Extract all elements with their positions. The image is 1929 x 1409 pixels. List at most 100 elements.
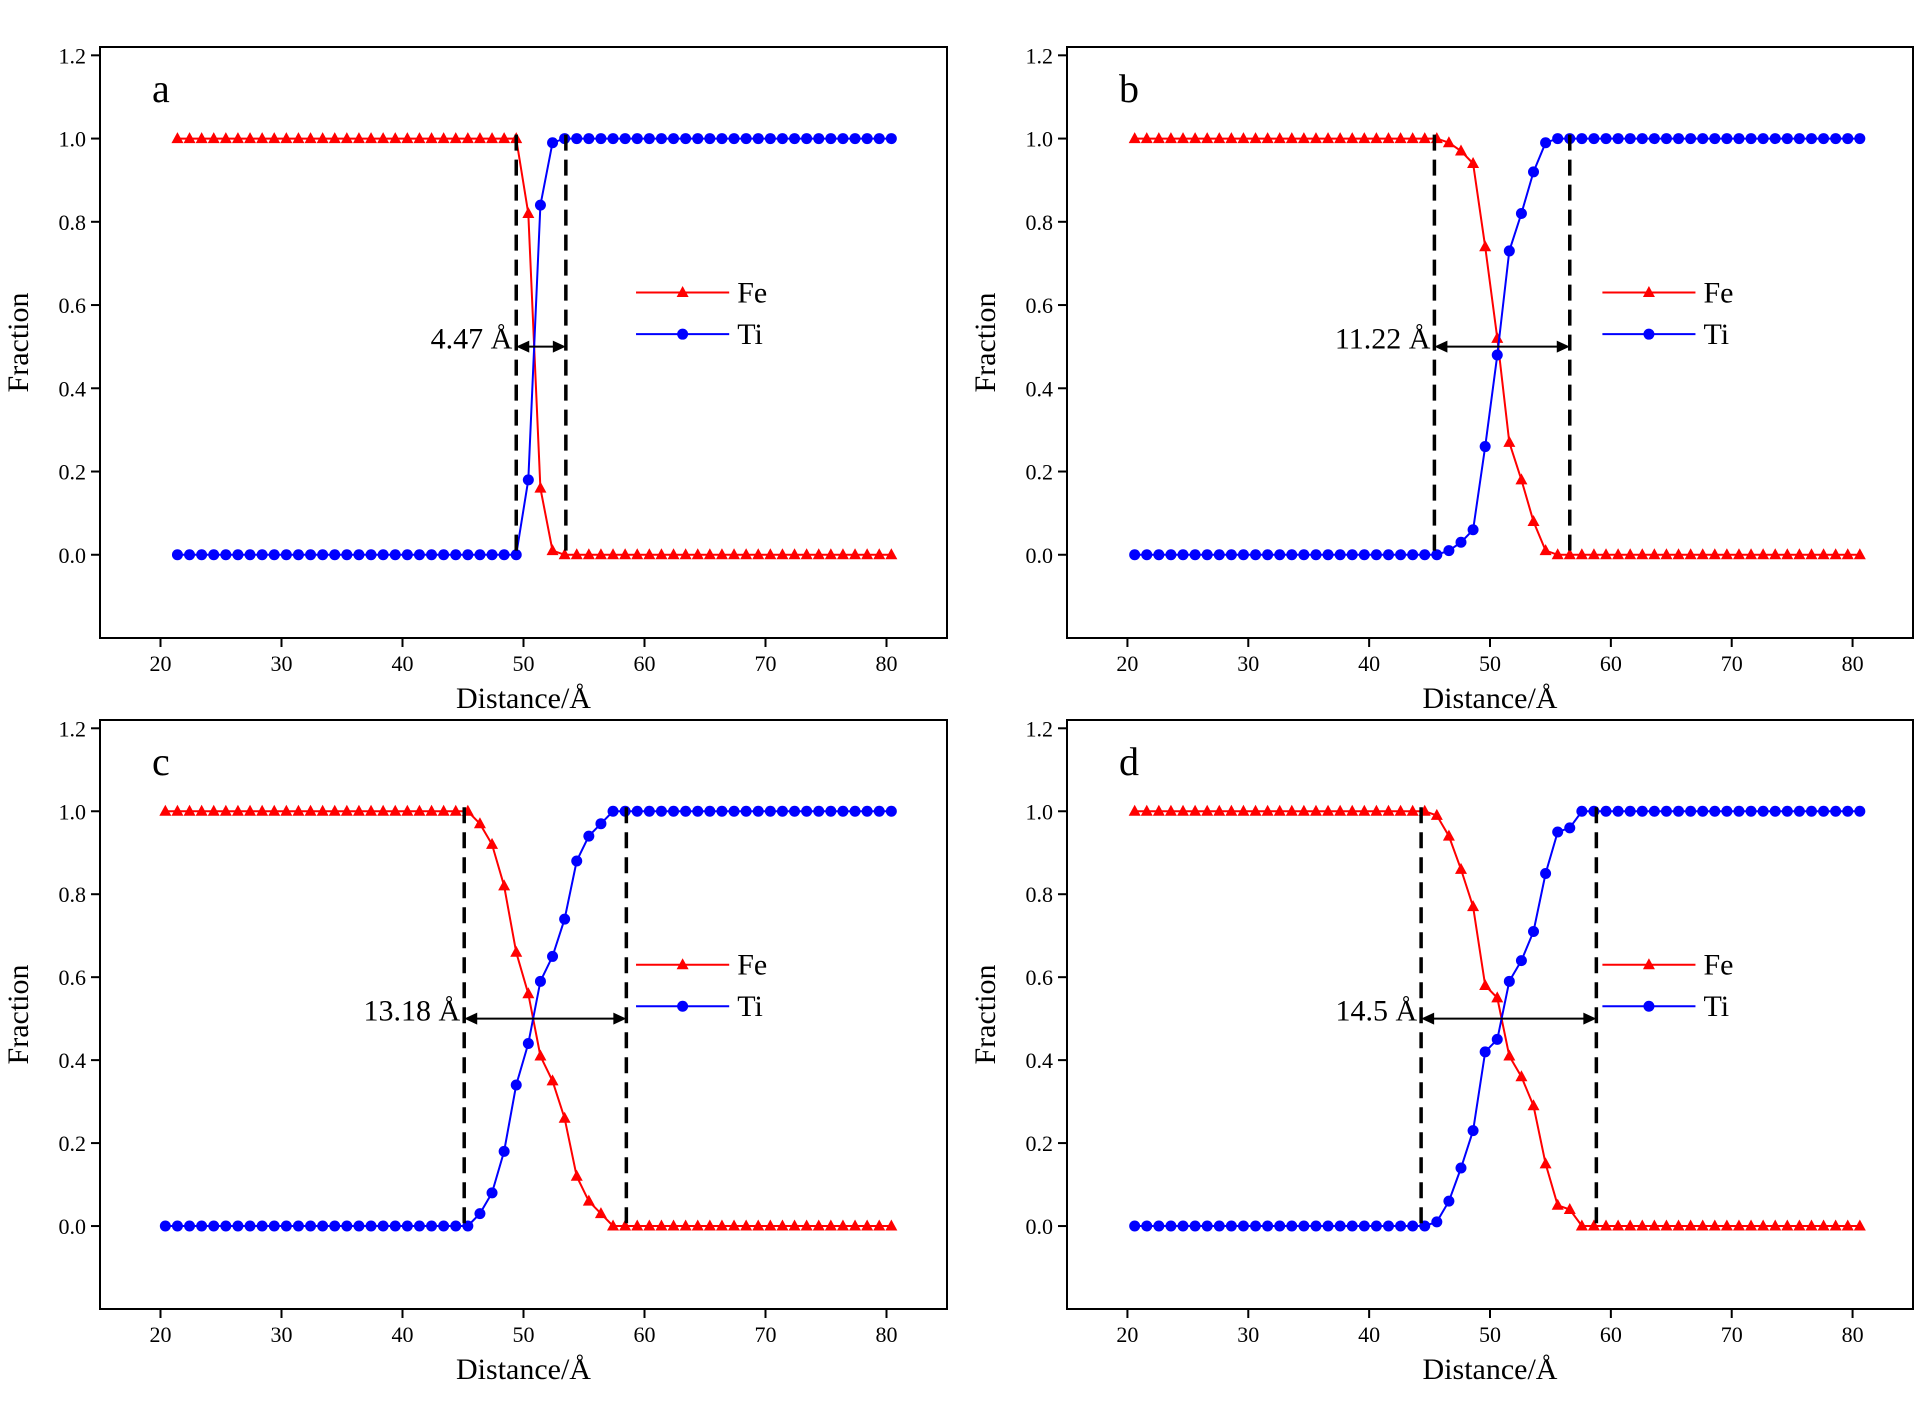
ti-point	[1129, 549, 1141, 561]
ti-point	[1310, 1220, 1322, 1232]
ti-point	[571, 133, 583, 145]
fe-point	[1696, 1219, 1709, 1231]
legend-label-fe: Fe	[1703, 949, 1733, 982]
x-tick-label: 80	[1842, 651, 1864, 676]
ti-point	[171, 1220, 183, 1232]
fe-point	[1684, 1219, 1697, 1231]
ti-point	[534, 975, 546, 987]
ti-point	[1189, 549, 1201, 561]
fe-point	[1587, 1219, 1600, 1231]
fe-point	[1624, 548, 1637, 560]
ti-point	[668, 133, 680, 145]
ti-point	[873, 805, 885, 817]
x-tick-label: 50	[513, 1322, 535, 1347]
ti-point	[740, 805, 752, 817]
y-tick-label: 0.6	[59, 965, 87, 990]
y-tick-label: 0.0	[1026, 543, 1054, 568]
fe-point	[498, 879, 511, 891]
ti-point	[583, 830, 595, 842]
y-tick-label: 1.2	[59, 43, 87, 68]
y-tick-label: 0.2	[1026, 1131, 1054, 1156]
fe-point	[207, 804, 220, 816]
ti-point	[1830, 805, 1842, 817]
fe-point	[631, 548, 644, 560]
x-tick-label: 60	[634, 651, 656, 676]
y-tick-label: 1.0	[1026, 127, 1054, 152]
ti-point	[329, 1220, 341, 1232]
fe-point	[522, 206, 535, 218]
x-tick-label: 30	[271, 651, 293, 676]
ti-point	[365, 549, 377, 561]
ti-point	[305, 1220, 317, 1232]
ti-point	[1781, 133, 1793, 145]
fe-point	[764, 1219, 777, 1231]
x-tick-label: 60	[1600, 1322, 1622, 1347]
ti-point	[450, 1220, 462, 1232]
fe-point	[607, 1219, 620, 1231]
fe-point	[1285, 804, 1298, 816]
fe-point	[1128, 132, 1141, 144]
ti-point	[1153, 1220, 1165, 1232]
ti-point	[1854, 805, 1866, 817]
ti-point	[1286, 1220, 1298, 1232]
ti-point	[595, 133, 607, 145]
fe-point	[1829, 1219, 1842, 1231]
fe-point	[159, 804, 172, 816]
y-tick-label: 0.4	[1026, 376, 1054, 401]
fe-point	[607, 548, 620, 560]
x-tick-label: 80	[876, 1322, 898, 1347]
fe-point	[1225, 132, 1238, 144]
ti-point	[1600, 133, 1612, 145]
fe-point	[365, 132, 378, 144]
fe-point	[776, 1219, 789, 1231]
ti-point	[462, 549, 474, 561]
ti-point	[1237, 549, 1249, 561]
fe-point	[764, 548, 777, 560]
ti-point	[1600, 805, 1612, 817]
fe-point	[728, 548, 741, 560]
ti-point	[1262, 1220, 1274, 1232]
panel-a: 20 30 40 50 60 70 80 0.0 0.2 0.4 0.6 0.8 1.0 1.2 Dista…	[2, 43, 948, 715]
interface-width-label: 4.47 Å	[431, 323, 513, 356]
fe-point	[365, 804, 378, 816]
ti-point	[268, 1220, 280, 1232]
fe-point	[1358, 804, 1371, 816]
fe-point	[1164, 804, 1177, 816]
fe-point	[1781, 1219, 1794, 1231]
ti-point	[1467, 1125, 1479, 1137]
ti-point	[1793, 133, 1805, 145]
fe-point	[1382, 132, 1395, 144]
y-axis-title: Fraction	[969, 293, 1002, 393]
fe-point	[1430, 808, 1443, 820]
ti-point	[474, 1208, 486, 1220]
fe-point	[473, 817, 486, 829]
fe-point	[570, 548, 583, 560]
ti-point	[764, 133, 776, 145]
ti-point	[619, 133, 631, 145]
fe-point	[800, 548, 813, 560]
fe-point	[643, 548, 656, 560]
fe-point	[1213, 132, 1226, 144]
legend-marker-ti	[1643, 1000, 1655, 1012]
fe-point	[534, 1049, 547, 1061]
fe-point	[1285, 132, 1298, 144]
ti-point	[789, 805, 801, 817]
ti-point	[1237, 1220, 1249, 1232]
x-tick-label: 50	[513, 651, 535, 676]
y-tick-label: 0.6	[1026, 293, 1054, 318]
fe-point	[1249, 804, 1262, 816]
interface-width-label: 11.22 Å	[1335, 323, 1431, 356]
fe-point	[1201, 132, 1214, 144]
fe-point	[849, 548, 862, 560]
fe-point	[679, 548, 692, 560]
x-axis-title: Distance/Å	[1423, 1353, 1558, 1386]
ti-point	[438, 549, 450, 561]
ti-point	[1382, 549, 1394, 561]
ti-point	[1129, 1220, 1141, 1232]
ti-point	[317, 549, 329, 561]
fe-point	[582, 548, 595, 560]
y-tick-label: 0.0	[1026, 1214, 1054, 1239]
ti-point	[1842, 805, 1854, 817]
interface-width-label: 13.18 Å	[364, 995, 461, 1028]
ti-point	[1370, 1220, 1382, 1232]
